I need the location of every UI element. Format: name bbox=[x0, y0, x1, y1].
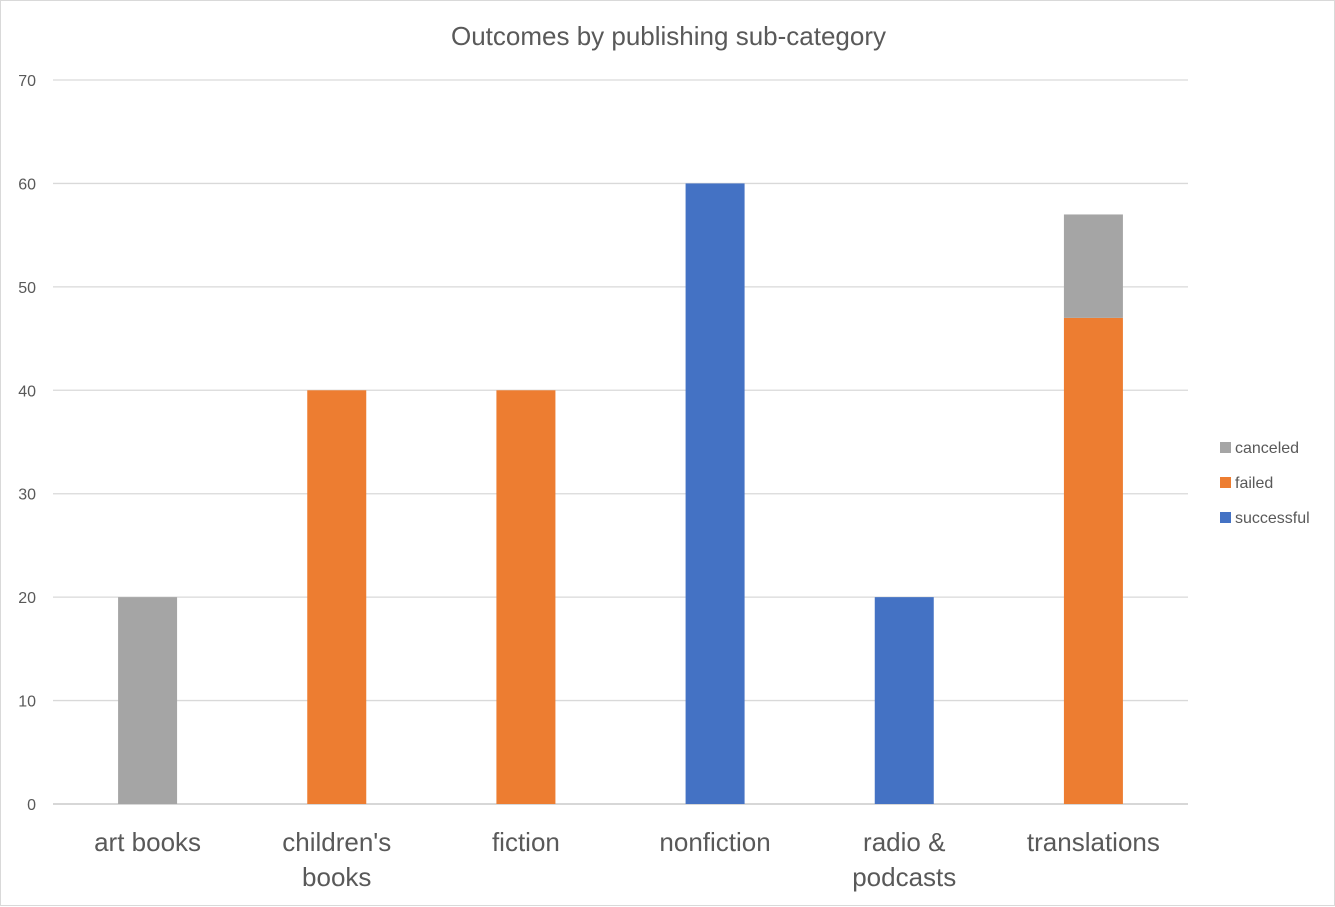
y-tick-label: 10 bbox=[18, 694, 36, 711]
y-tick-label: 30 bbox=[18, 487, 36, 504]
bar-canceled bbox=[1063, 214, 1123, 318]
x-tick-label: radio & podcasts bbox=[852, 827, 956, 892]
y-tick-label: 50 bbox=[18, 280, 36, 297]
legend-label: canceled bbox=[1235, 440, 1299, 457]
y-tick-label: 40 bbox=[18, 383, 36, 400]
y-tick-label: 60 bbox=[18, 176, 36, 193]
chart-title: Outcomes by publishing sub-category bbox=[450, 21, 886, 51]
x-tick-label-line: art books bbox=[94, 827, 201, 857]
x-tick-label-line: fiction bbox=[492, 827, 560, 857]
y-tick-label: 70 bbox=[18, 73, 36, 90]
x-tick-label-line: books bbox=[302, 862, 371, 892]
bar-failed bbox=[496, 390, 556, 804]
x-tick-label-line: nonfiction bbox=[659, 827, 770, 857]
x-tick-label-line: podcasts bbox=[852, 862, 956, 892]
bar-failed bbox=[307, 390, 367, 804]
x-tick-label-line: radio & bbox=[863, 827, 945, 857]
x-tick-label: translations bbox=[1027, 827, 1160, 857]
legend-swatch-successful bbox=[1220, 512, 1231, 523]
bar-successful bbox=[874, 597, 934, 804]
y-tick-label: 0 bbox=[27, 797, 36, 814]
bar-failed bbox=[1063, 317, 1123, 804]
legend-swatch-canceled bbox=[1220, 442, 1231, 453]
x-tick-label: children's books bbox=[282, 827, 391, 892]
x-tick-label-line: children's bbox=[282, 827, 391, 857]
x-tick-label: art books bbox=[94, 827, 201, 857]
bar-canceled bbox=[118, 597, 178, 804]
y-tick-label: 20 bbox=[18, 590, 36, 607]
legend-swatch-failed bbox=[1220, 477, 1231, 488]
bar-successful bbox=[685, 183, 745, 804]
x-tick-label: nonfiction bbox=[659, 827, 770, 857]
legend-label: failed bbox=[1235, 475, 1273, 492]
x-tick-label: fiction bbox=[492, 827, 560, 857]
legend-label: successful bbox=[1235, 510, 1310, 527]
x-tick-label-line: translations bbox=[1027, 827, 1160, 857]
